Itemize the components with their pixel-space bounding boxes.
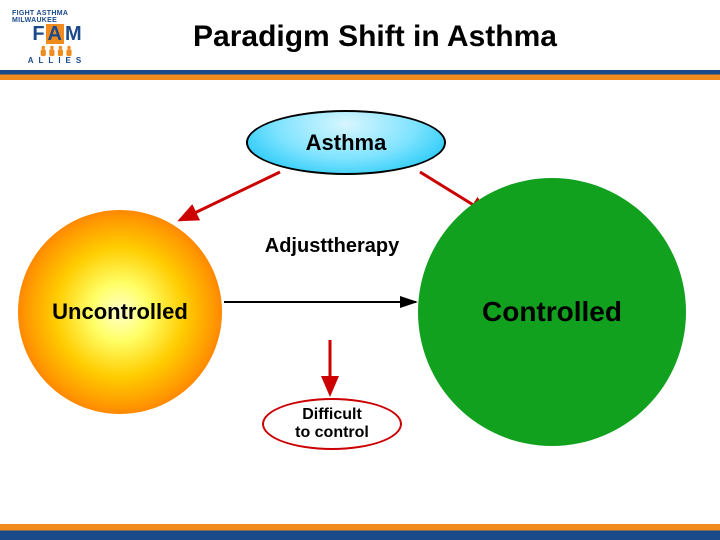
footer-rule — [0, 524, 720, 540]
logo: FIGHT ASTHMA MILWAUKEE F A M ALLIES — [12, 10, 102, 65]
logo-bottom-text: ALLIES — [28, 56, 86, 65]
node-uncontrolled-label: Uncontrolled — [52, 299, 188, 325]
header-rule — [0, 70, 720, 80]
page-title: Paradigm Shift in Asthma — [120, 20, 700, 54]
logo-top-text: FIGHT ASTHMA MILWAUKEE — [12, 10, 102, 24]
logo-acronym: F A M — [32, 24, 81, 44]
difficult-line1: Difficult — [302, 406, 362, 423]
adjust-line1: Adjust — [265, 235, 327, 258]
logo-letter-f: F — [32, 24, 44, 44]
node-asthma-label: Asthma — [306, 130, 387, 156]
diagram-canvas: Asthma Uncontrolled Controlled Adjust th… — [0, 80, 720, 510]
difficult-line2: to control — [295, 424, 369, 441]
node-difficult: Difficult to control — [262, 398, 402, 450]
node-adjust-therapy: Adjust therapy — [272, 235, 392, 258]
adjust-line2: therapy — [327, 235, 399, 258]
node-uncontrolled: Uncontrolled — [18, 210, 222, 414]
logo-letter-m: M — [65, 24, 82, 44]
logo-letter-a: A — [46, 24, 64, 44]
node-asthma: Asthma — [246, 110, 446, 175]
node-controlled-label: Controlled — [482, 296, 622, 328]
node-controlled: Controlled — [418, 178, 686, 446]
header: FIGHT ASTHMA MILWAUKEE F A M ALLIES Para… — [0, 0, 720, 70]
